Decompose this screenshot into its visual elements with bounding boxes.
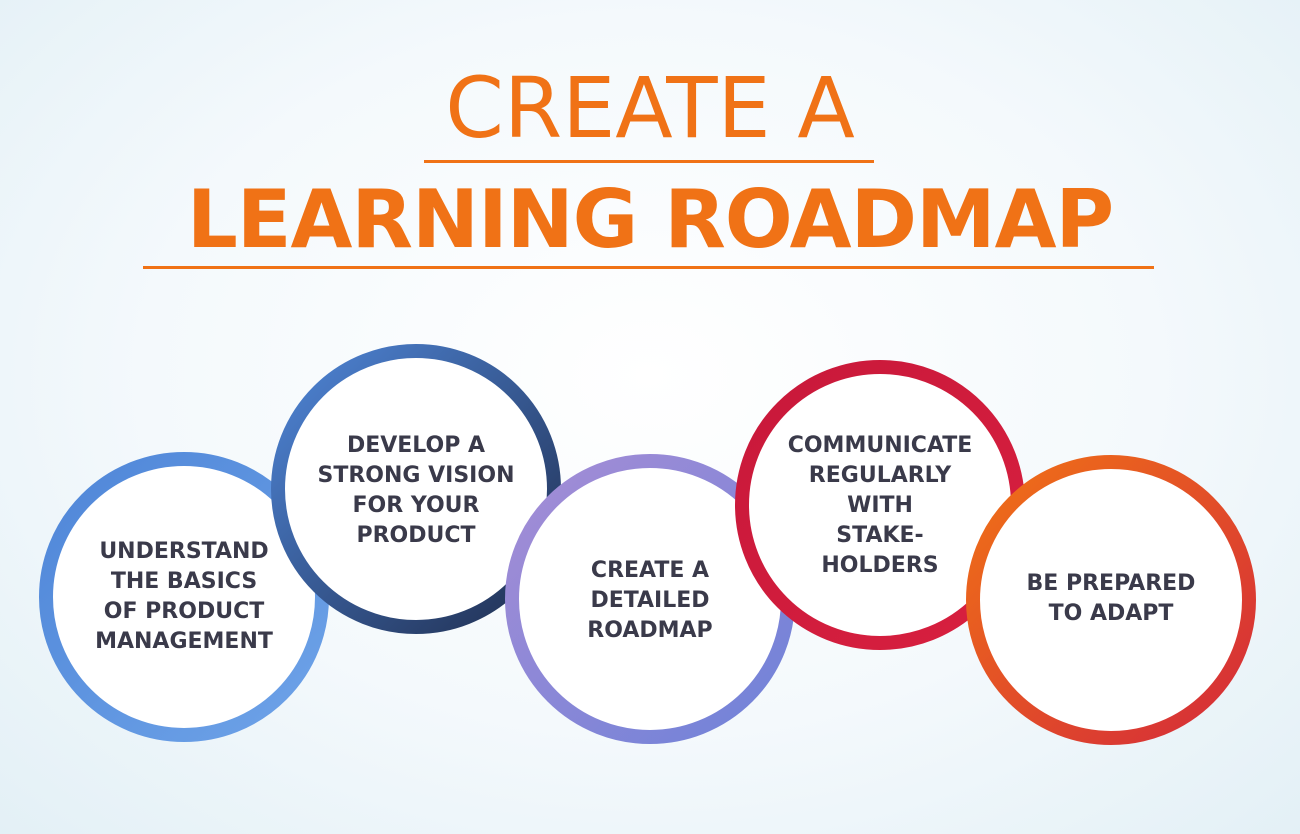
ring-2: [271, 344, 561, 634]
step-3-label: CREATE A DETAILED ROADMAP: [587, 558, 713, 643]
title-underline-2: [143, 266, 1154, 269]
title-line-1: CREATE A: [445, 59, 855, 157]
title-underline-1: [424, 160, 874, 163]
title-line-2: LEARNING ROADMAP: [186, 173, 1114, 266]
step-2-label: DEVELOP A STRONG VISION FOR YOUR PRODUCT: [317, 433, 515, 548]
ring-5: [966, 455, 1256, 745]
step-1-label: UNDERSTAND THE BASICS OF PRODUCT MANAGEM…: [95, 539, 273, 654]
step-5-label: BE PREPARED TO ADAPT: [1026, 571, 1196, 626]
step-4-label: COMMUNICATE REGULARLY WITH STAKE- HOLDER…: [787, 433, 973, 578]
